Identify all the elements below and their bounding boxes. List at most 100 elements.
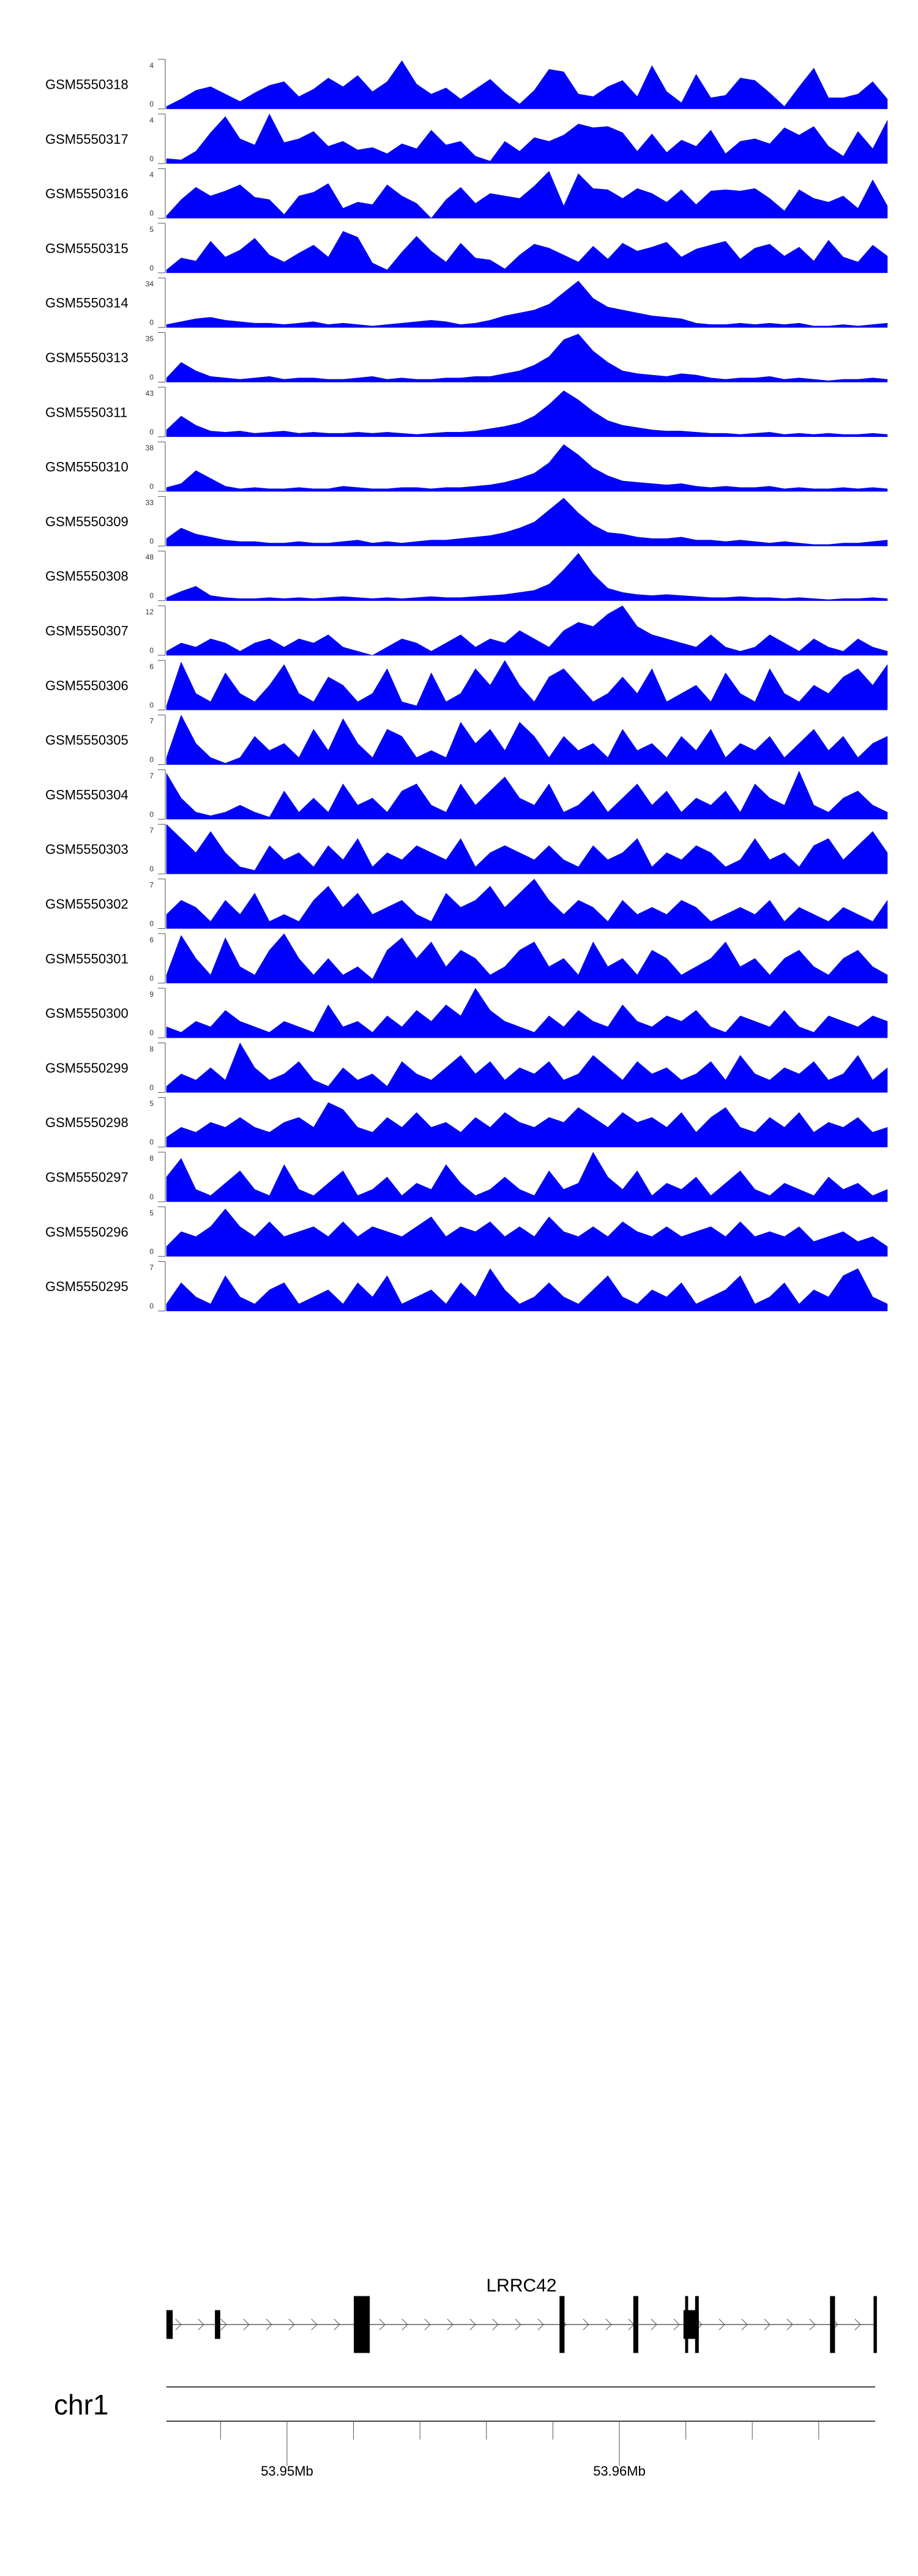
- coverage-track: GSM5550313 35 0: [45, 332, 888, 382]
- y-tick-label-min: 0: [149, 1247, 154, 1256]
- y-tick-label-max: 7: [149, 826, 154, 835]
- strand-chevron-icon: [718, 2318, 725, 2331]
- y-tick-label-max: 5: [149, 1208, 154, 1217]
- y-tick-label-max: 8: [149, 1154, 154, 1163]
- y-tick-label-max: 4: [149, 61, 154, 70]
- coverage-area: [166, 824, 888, 874]
- track-label: GSM5550297: [45, 1170, 129, 1185]
- track-label: GSM5550301: [45, 951, 129, 966]
- strand-chevron-icon: [401, 2318, 408, 2331]
- exon: [633, 2296, 638, 2353]
- coverage-area: [166, 1042, 888, 1093]
- y-tick-label-min: 0: [149, 100, 154, 108]
- coverage-area: [166, 171, 888, 218]
- coverage-track: GSM5550298 5 0: [45, 1097, 888, 1148]
- axis-tick-label: 53.95Mb: [261, 2463, 313, 2479]
- coverage-area: [166, 770, 888, 820]
- y-tick-label-max: 5: [149, 1100, 154, 1108]
- strand-chevron-icon: [809, 2318, 816, 2331]
- track-label: GSM5550303: [45, 842, 129, 857]
- coverage-track: GSM5550315 5 0: [45, 223, 888, 274]
- exon: [695, 2296, 699, 2353]
- y-tick-label-max: 33: [146, 498, 154, 507]
- y-tick-label-min: 0: [149, 1302, 154, 1311]
- strand-chevron-icon: [651, 2318, 657, 2331]
- track-label: GSM5550308: [45, 568, 129, 584]
- coverage-track: GSM5550296 5 0: [45, 1206, 888, 1257]
- y-tick-label-max: 8: [149, 1044, 154, 1053]
- track-label: GSM5550300: [45, 1006, 129, 1021]
- coverage-area: [166, 333, 888, 382]
- track-label: GSM5550314: [45, 296, 129, 311]
- coverage-track: GSM5550303 7 0: [45, 824, 888, 874]
- coverage-area: [166, 879, 888, 929]
- strand-chevron-icon: [537, 2318, 544, 2331]
- track-label: GSM5550307: [45, 624, 129, 639]
- coverage-area: [166, 390, 888, 437]
- track-label: GSM5550299: [45, 1060, 129, 1076]
- y-tick-label-max: 7: [149, 772, 154, 780]
- strand-chevron-icon: [220, 2318, 227, 2331]
- track-label: GSM5550316: [45, 186, 129, 201]
- exon: [873, 2296, 877, 2353]
- coverage-area: [166, 714, 888, 765]
- y-tick-label-max: 7: [149, 1264, 154, 1272]
- track-label: GSM5550295: [45, 1279, 129, 1294]
- strand-chevron-icon: [469, 2318, 476, 2331]
- y-tick-label-min: 0: [149, 264, 154, 272]
- coverage-area: [166, 660, 888, 710]
- coverage-area: [166, 497, 888, 546]
- coverage-track: GSM5550297 8 0: [45, 1152, 888, 1202]
- coverage-track: GSM5550306 6 0: [45, 660, 888, 710]
- y-tick-label-min: 0: [149, 209, 154, 218]
- coverage-track: GSM5550308 48 0: [45, 551, 888, 601]
- strand-chevron-icon: [175, 2318, 182, 2331]
- coverage-track: GSM5550318 4 0: [45, 59, 888, 110]
- coverage-area: [166, 444, 888, 492]
- y-tick-label-max: 12: [146, 608, 154, 616]
- y-tick-label-max: 4: [149, 171, 154, 179]
- track-label: GSM5550311: [45, 404, 127, 420]
- strand-chevron-icon: [673, 2318, 680, 2331]
- strand-chevron-icon: [741, 2318, 748, 2331]
- coverage-track: GSM5550314 34 0: [45, 277, 888, 328]
- y-tick-label-min: 0: [149, 865, 154, 873]
- y-tick-label-min: 0: [149, 974, 154, 983]
- exon: [559, 2296, 565, 2353]
- exon: [166, 2310, 173, 2339]
- track-label: GSM5550313: [45, 350, 129, 365]
- coverage-track: GSM5550302 7 0: [45, 879, 888, 929]
- axis-tick-label: 53.96Mb: [593, 2463, 646, 2479]
- y-tick-label-max: 34: [146, 280, 154, 288]
- coverage-area: [166, 60, 888, 110]
- y-tick-label-min: 0: [149, 318, 154, 327]
- strand-chevron-icon: [447, 2318, 453, 2331]
- coverage-area: [166, 1152, 888, 1202]
- track-label: GSM5550315: [45, 240, 129, 256]
- strand-chevron-icon: [266, 2318, 272, 2331]
- genome-axis: chr1 53.95Mb 53.96Mb: [54, 2386, 875, 2479]
- coverage-track: GSM5550305 7 0: [45, 714, 888, 765]
- y-tick-label-min: 0: [149, 756, 154, 764]
- exon: [215, 2310, 220, 2339]
- strand-chevron-icon: [288, 2318, 295, 2331]
- track-label: GSM5550296: [45, 1224, 129, 1240]
- track-label: GSM5550306: [45, 678, 129, 693]
- coverage-track: GSM5550317 4 0: [45, 113, 888, 164]
- y-tick-label-max: 4: [149, 116, 154, 124]
- y-tick-label-max: 38: [146, 444, 154, 452]
- coverage-area: [166, 605, 888, 656]
- y-tick-label-max: 7: [149, 717, 154, 726]
- coverage-area: [166, 553, 888, 601]
- gene-track: LRRC42: [166, 2276, 877, 2353]
- coverage-area: [166, 113, 888, 164]
- y-tick-label-min: 0: [149, 810, 154, 819]
- track-label: GSM5550309: [45, 514, 129, 529]
- coverage-area: [166, 280, 888, 328]
- y-tick-label-min: 0: [149, 1193, 154, 1201]
- exon: [685, 2296, 688, 2353]
- strand-chevron-icon: [311, 2318, 318, 2331]
- y-tick-label-min: 0: [149, 537, 154, 545]
- y-tick-label-max: 6: [149, 936, 154, 944]
- y-tick-label-max: 6: [149, 662, 154, 671]
